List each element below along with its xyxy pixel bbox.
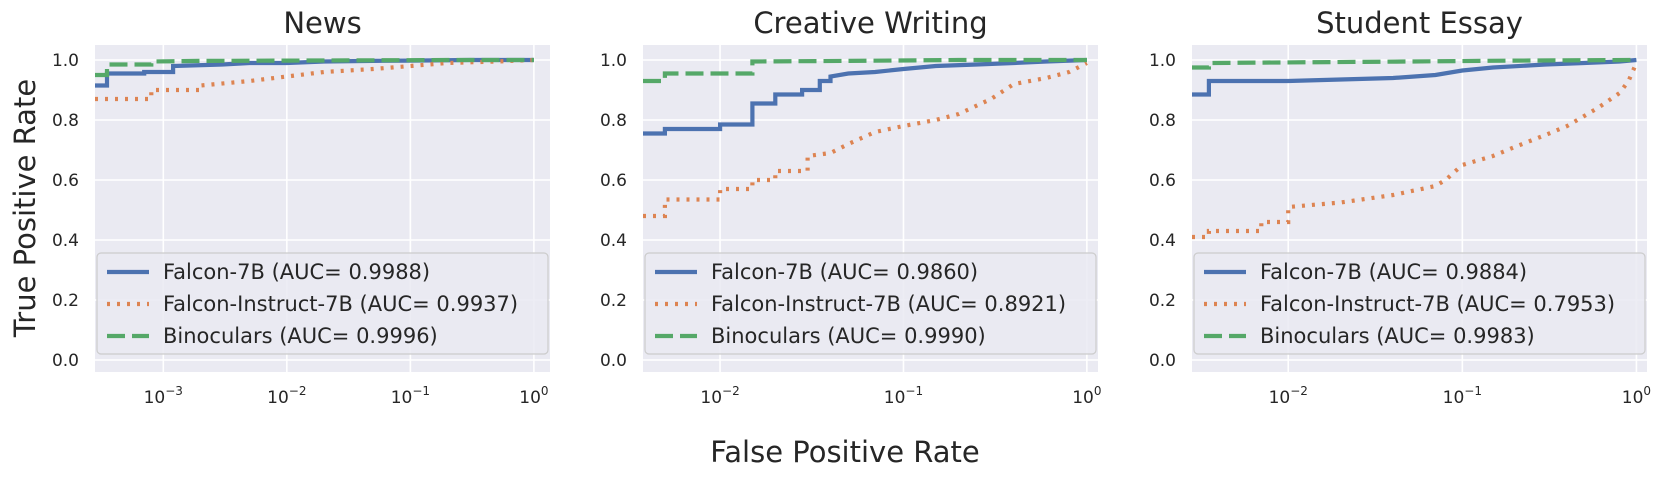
x-axis-label: False Positive Rate bbox=[710, 435, 980, 469]
y-tick-label: 0.8 bbox=[1149, 111, 1176, 131]
y-tick-label: 1.0 bbox=[1149, 51, 1176, 71]
x-tick-label: 10−2 bbox=[700, 384, 739, 408]
y-tick-label: 0.6 bbox=[1149, 171, 1176, 191]
legend-entry: Binoculars (AUC= 0.9983) bbox=[1260, 324, 1535, 348]
x-tick-label: 10−1 bbox=[391, 384, 430, 408]
legend-entry: Falcon-Instruct-7B (AUC= 0.8921) bbox=[711, 292, 1066, 316]
legend: Falcon-7B (AUC= 0.9988) Falcon-Instruct-7… bbox=[96, 252, 549, 355]
legend-entry: Falcon-Instruct-7B (AUC= 0.7953) bbox=[1260, 292, 1615, 316]
legend-entry: Falcon-7B (AUC= 0.9884) bbox=[1260, 260, 1527, 284]
series-line-0 bbox=[643, 57, 1087, 136]
x-tick-label: 10−1 bbox=[884, 384, 923, 408]
panel-title: Student Essay bbox=[1316, 6, 1523, 40]
x-tick-label: 10−1 bbox=[1443, 384, 1482, 408]
x-tick-label: 10−2 bbox=[1269, 384, 1308, 408]
series-group bbox=[1192, 57, 1639, 240]
y-tick-label: 0.8 bbox=[52, 111, 79, 131]
panels: News 0.0 0.2 0.4 0.6 0.8 1.0 10−3 10−2 10−1 100 Fal… bbox=[52, 6, 1651, 408]
legend: Falcon-7B (AUC= 0.9860) Falcon-Instruct-7… bbox=[644, 252, 1097, 355]
panel-1: Creative Writing 0.0 0.2 0.4 0.6 0.8 1.0 10−2 10… bbox=[600, 6, 1102, 408]
y-tick-label: 0.8 bbox=[600, 111, 627, 131]
legend: Falcon-7B (AUC= 0.9884) Falcon-Instruct-7… bbox=[1193, 252, 1646, 355]
y-tick-label: 0.6 bbox=[600, 171, 627, 191]
series-group bbox=[95, 57, 534, 102]
legend-entry: Falcon-7B (AUC= 0.9860) bbox=[711, 260, 978, 284]
y-tick-label: 0.0 bbox=[52, 351, 79, 371]
y-tick-label: 0.2 bbox=[600, 291, 627, 311]
series-line-2 bbox=[643, 57, 1087, 84]
series-line-2 bbox=[1192, 57, 1637, 70]
series-line-1 bbox=[643, 61, 1088, 219]
x-tick-label: 10−3 bbox=[144, 384, 183, 408]
legend-entry: Binoculars (AUC= 0.9996) bbox=[163, 324, 438, 348]
y-tick-label: 0.6 bbox=[52, 171, 79, 191]
legend-entry: Falcon-7B (AUC= 0.9988) bbox=[163, 260, 430, 284]
y-tick-label: 0.4 bbox=[1149, 231, 1176, 251]
panel-2: Student Essay 0.0 0.2 0.4 0.6 0.8 1.0 10−2 10−1 1… bbox=[1149, 6, 1651, 408]
y-tick-label: 0.0 bbox=[1149, 351, 1176, 371]
panel-title: Creative Writing bbox=[753, 6, 987, 40]
series-group bbox=[643, 57, 1088, 219]
y-tick-label: 0.0 bbox=[600, 351, 627, 371]
y-tick-label: 0.2 bbox=[52, 291, 79, 311]
panel-title: News bbox=[283, 6, 361, 40]
legend-box bbox=[96, 252, 549, 355]
series-line-0 bbox=[1192, 57, 1637, 97]
series-line-2 bbox=[95, 57, 534, 78]
y-tick-label: 0.4 bbox=[600, 231, 627, 251]
panel-0: News 0.0 0.2 0.4 0.6 0.8 1.0 10−3 10−2 10−1 100 Fal… bbox=[52, 6, 550, 408]
legend-entry: Binoculars (AUC= 0.9990) bbox=[711, 324, 986, 348]
x-tick-label: 10−2 bbox=[267, 384, 306, 408]
y-axis-label: True Positive Rate bbox=[8, 79, 42, 338]
x-tick-label: 100 bbox=[1072, 384, 1101, 408]
y-tick-label: 1.0 bbox=[600, 51, 627, 71]
legend-entry: Falcon-Instruct-7B (AUC= 0.9937) bbox=[163, 292, 518, 316]
series-line-1 bbox=[1192, 62, 1639, 240]
y-tick-label: 0.2 bbox=[1149, 291, 1176, 311]
y-tick-label: 0.4 bbox=[52, 231, 79, 251]
legend-box bbox=[1193, 252, 1646, 355]
x-tick-label: 100 bbox=[1622, 384, 1651, 408]
x-tick-label: 100 bbox=[519, 384, 548, 408]
y-tick-label: 1.0 bbox=[52, 51, 79, 71]
legend-box bbox=[644, 252, 1097, 355]
